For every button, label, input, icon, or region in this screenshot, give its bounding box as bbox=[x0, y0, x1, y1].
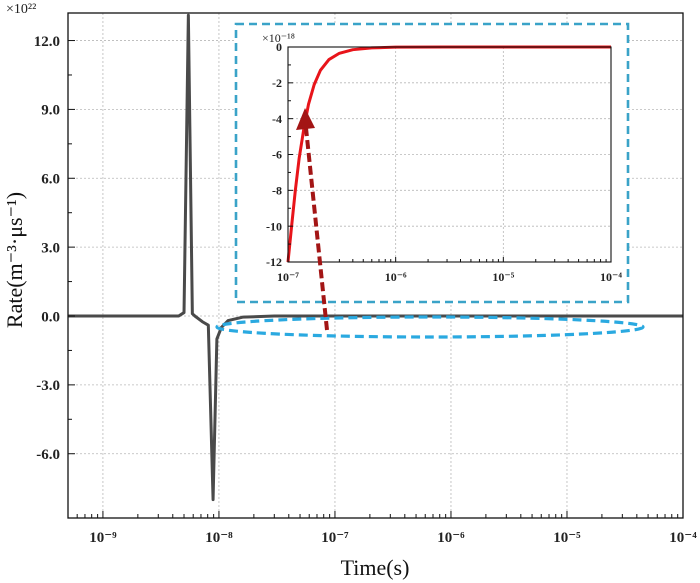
y-tick-label: 9.0 bbox=[41, 103, 60, 119]
y-tick-label: -8 bbox=[272, 184, 282, 198]
y-tick-label: 6.0 bbox=[41, 172, 60, 188]
x-tick-label: 10⁻⁷ bbox=[277, 270, 299, 284]
x-axis-label: Time(s) bbox=[341, 555, 410, 580]
y-tick-label: -4 bbox=[272, 112, 282, 126]
x-tick-label: 10⁻⁷ bbox=[321, 530, 349, 546]
main-ticks bbox=[67, 40, 684, 518]
y-multiplier: ×10²² bbox=[6, 2, 36, 17]
x-tick-label: 10⁻⁵ bbox=[492, 270, 514, 284]
main-x-tick-labels: 10⁻⁹ 10⁻⁸ 10⁻⁷ 10⁻⁶ 10⁻⁵ 10⁻⁴ bbox=[89, 530, 697, 546]
main-y-tick-labels: 12.0 9.0 6.0 3.0 0.0 -3.0 -6.0 bbox=[34, 34, 60, 463]
x-tick-label: 10⁻⁶ bbox=[437, 530, 465, 546]
x-tick-label: 10⁻⁴ bbox=[669, 530, 697, 546]
y-tick-label: -12 bbox=[266, 255, 282, 269]
inset-y-tick-labels: 0 -2 -4 -6 -8 -10 -12 bbox=[266, 40, 282, 269]
y-tick-label: -6 bbox=[272, 148, 282, 162]
inset-y-multiplier: ×10⁻¹⁸ bbox=[262, 31, 295, 45]
x-tick-label: 10⁻⁶ bbox=[385, 270, 407, 284]
callout-arrow-line bbox=[304, 127, 329, 331]
y-tick-label: -10 bbox=[266, 219, 282, 233]
x-tick-label: 10⁻⁸ bbox=[205, 530, 233, 546]
series-line bbox=[68, 13, 683, 502]
highlight-ellipse bbox=[215, 315, 645, 339]
inset-ticks bbox=[287, 46, 612, 263]
x-tick-label: 10⁻⁹ bbox=[89, 530, 117, 546]
y-tick-label: -2 bbox=[272, 76, 282, 90]
main-plot-frame bbox=[67, 12, 684, 519]
x-tick-label: 10⁻⁴ bbox=[600, 270, 622, 284]
x-tick-label: 10⁻⁵ bbox=[553, 530, 581, 546]
y-tick-label: 12.0 bbox=[34, 34, 60, 50]
inset-outer-frame bbox=[234, 22, 630, 304]
inset-x-tick-labels: 10⁻⁷ 10⁻⁶ 10⁻⁵ 10⁻⁴ bbox=[277, 270, 622, 284]
y-tick-label: 0.0 bbox=[41, 309, 60, 325]
y-tick-label: -3.0 bbox=[36, 378, 60, 394]
callout-arrow-head bbox=[296, 108, 315, 130]
y-tick-label: 3.0 bbox=[41, 240, 60, 256]
main-series bbox=[68, 13, 683, 502]
y-tick-label: -6.0 bbox=[36, 447, 60, 463]
y-axis-label: Rate(m⁻³·μs⁻¹) bbox=[2, 192, 27, 328]
y-tick-label: 0 bbox=[276, 40, 282, 54]
